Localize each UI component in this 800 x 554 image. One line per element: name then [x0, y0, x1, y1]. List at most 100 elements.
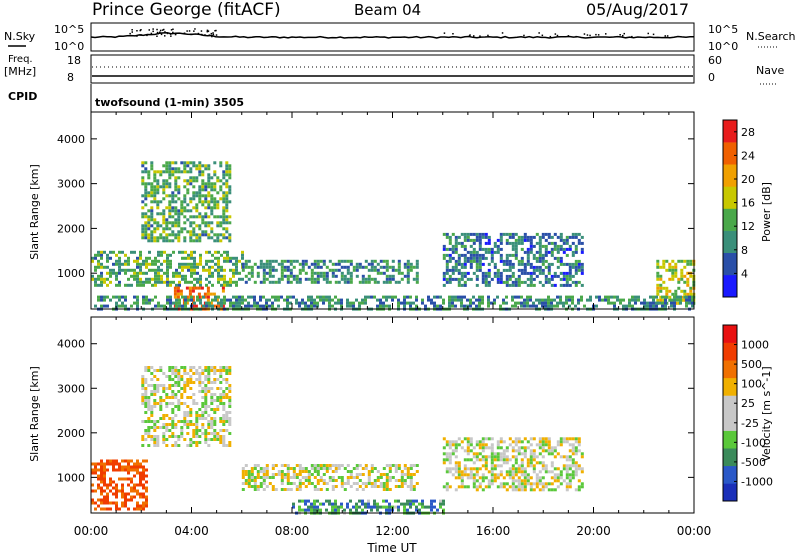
range-cell	[192, 185, 196, 189]
range-cell	[469, 232, 473, 236]
range-cell	[210, 381, 214, 384]
range-cell	[656, 283, 660, 287]
range-cell	[103, 468, 106, 472]
range-cell	[127, 256, 130, 260]
range-cell	[193, 250, 196, 254]
range-cell	[225, 411, 229, 414]
range-cell	[100, 277, 103, 281]
range-cell	[367, 274, 371, 278]
range-cell	[671, 268, 675, 272]
range-cell	[100, 477, 103, 481]
range-cell	[162, 179, 166, 183]
range-cell	[262, 470, 266, 473]
range-cell	[222, 423, 226, 426]
range-cell	[166, 253, 169, 257]
range-cell	[514, 301, 517, 305]
range-cell	[265, 470, 269, 473]
range-cell	[538, 268, 542, 272]
range-cell	[370, 262, 374, 266]
range-cell	[505, 283, 509, 287]
range-cell	[178, 280, 181, 284]
range-cell	[139, 507, 142, 511]
date-title: 05/Aug/2017	[586, 0, 689, 19]
range-cell	[145, 271, 148, 275]
range-cell	[286, 304, 289, 308]
range-cell	[325, 499, 328, 503]
range-cell	[150, 185, 154, 189]
range-cell	[268, 280, 272, 284]
range-cell	[484, 280, 488, 284]
range-cell	[604, 298, 607, 302]
range-cell	[171, 393, 175, 396]
range-cell	[379, 271, 383, 275]
range-cell	[544, 298, 547, 302]
range-cell	[656, 262, 660, 266]
range-cell	[361, 265, 365, 269]
range-cell	[529, 464, 533, 468]
range-cell	[147, 369, 151, 372]
noise-dot	[523, 34, 525, 37]
range-cell	[502, 461, 506, 465]
range-cell	[207, 366, 211, 369]
range-cell	[671, 274, 675, 278]
range-cell	[199, 280, 202, 284]
range-cell	[313, 262, 317, 266]
noise-dot	[172, 28, 174, 30]
range-cell	[283, 274, 287, 278]
range-cell	[228, 366, 232, 369]
range-cell	[192, 239, 196, 243]
range-cell	[127, 268, 130, 272]
range-cell	[559, 437, 563, 441]
range-cell	[373, 479, 377, 482]
range-cell	[168, 167, 172, 171]
range-cell	[145, 262, 148, 266]
range-cell	[577, 259, 581, 263]
range-cell	[562, 262, 566, 266]
range-cell	[201, 215, 205, 219]
range-cell	[165, 375, 169, 378]
range-cell	[445, 277, 449, 281]
range-cell	[153, 369, 157, 372]
range-cell	[463, 247, 467, 251]
range-cell	[228, 417, 232, 420]
range-cell	[153, 402, 157, 405]
range-cell	[478, 458, 482, 462]
range-cell	[676, 298, 679, 302]
range-cell	[166, 277, 169, 281]
range-cell	[523, 449, 527, 453]
range-cell	[304, 479, 308, 482]
range-cell	[136, 507, 139, 511]
range-cell	[241, 298, 244, 302]
range-cell	[598, 295, 601, 299]
noise-dot	[194, 28, 196, 30]
range-cell	[529, 455, 533, 459]
range-cell	[478, 232, 482, 236]
range-cell	[124, 459, 127, 463]
range-cell	[150, 366, 154, 369]
range-cell	[451, 301, 454, 305]
range-cell	[295, 464, 299, 467]
range-cell	[250, 268, 254, 272]
range-cell	[169, 283, 172, 287]
range-cell	[526, 482, 530, 486]
range-cell	[385, 505, 388, 509]
range-cell	[439, 295, 442, 299]
range-cell	[250, 304, 253, 308]
range-cell	[427, 505, 430, 509]
range-cell	[244, 470, 248, 473]
range-cell	[292, 467, 296, 470]
range-cell	[186, 405, 190, 408]
range-cell	[553, 467, 557, 471]
range-cell	[454, 304, 457, 308]
range-cell	[349, 259, 353, 263]
range-cell	[571, 476, 575, 480]
range-cell	[106, 277, 109, 281]
range-cell	[298, 277, 302, 281]
range-cell	[145, 256, 148, 260]
noise-dot	[139, 34, 141, 36]
range-cell	[574, 283, 578, 287]
range-cell	[210, 402, 214, 405]
noise-dot	[197, 32, 200, 35]
freq-left-tick-top: 18	[67, 54, 81, 67]
range-cell	[189, 161, 193, 165]
